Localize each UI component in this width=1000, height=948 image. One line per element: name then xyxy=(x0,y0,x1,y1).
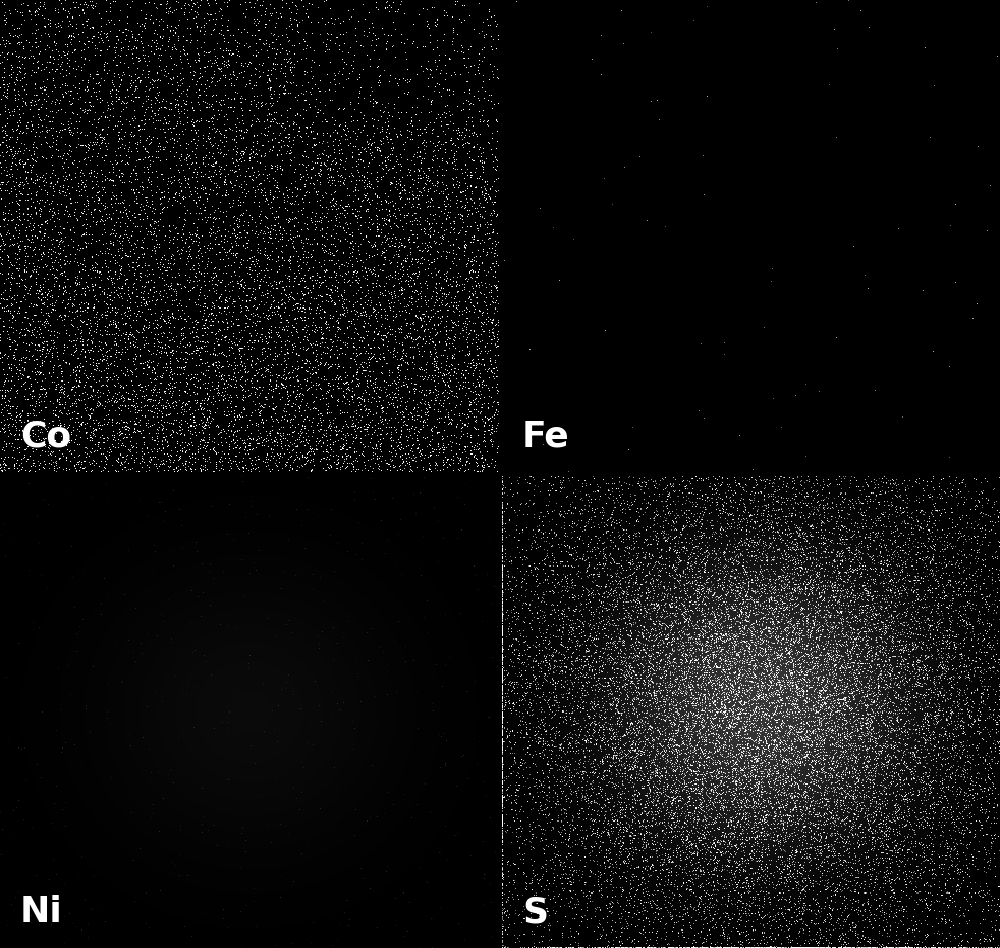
Text: Fe: Fe xyxy=(522,419,570,453)
Text: Co: Co xyxy=(20,419,71,453)
Text: Ni: Ni xyxy=(20,895,63,929)
Text: S: S xyxy=(522,895,548,929)
